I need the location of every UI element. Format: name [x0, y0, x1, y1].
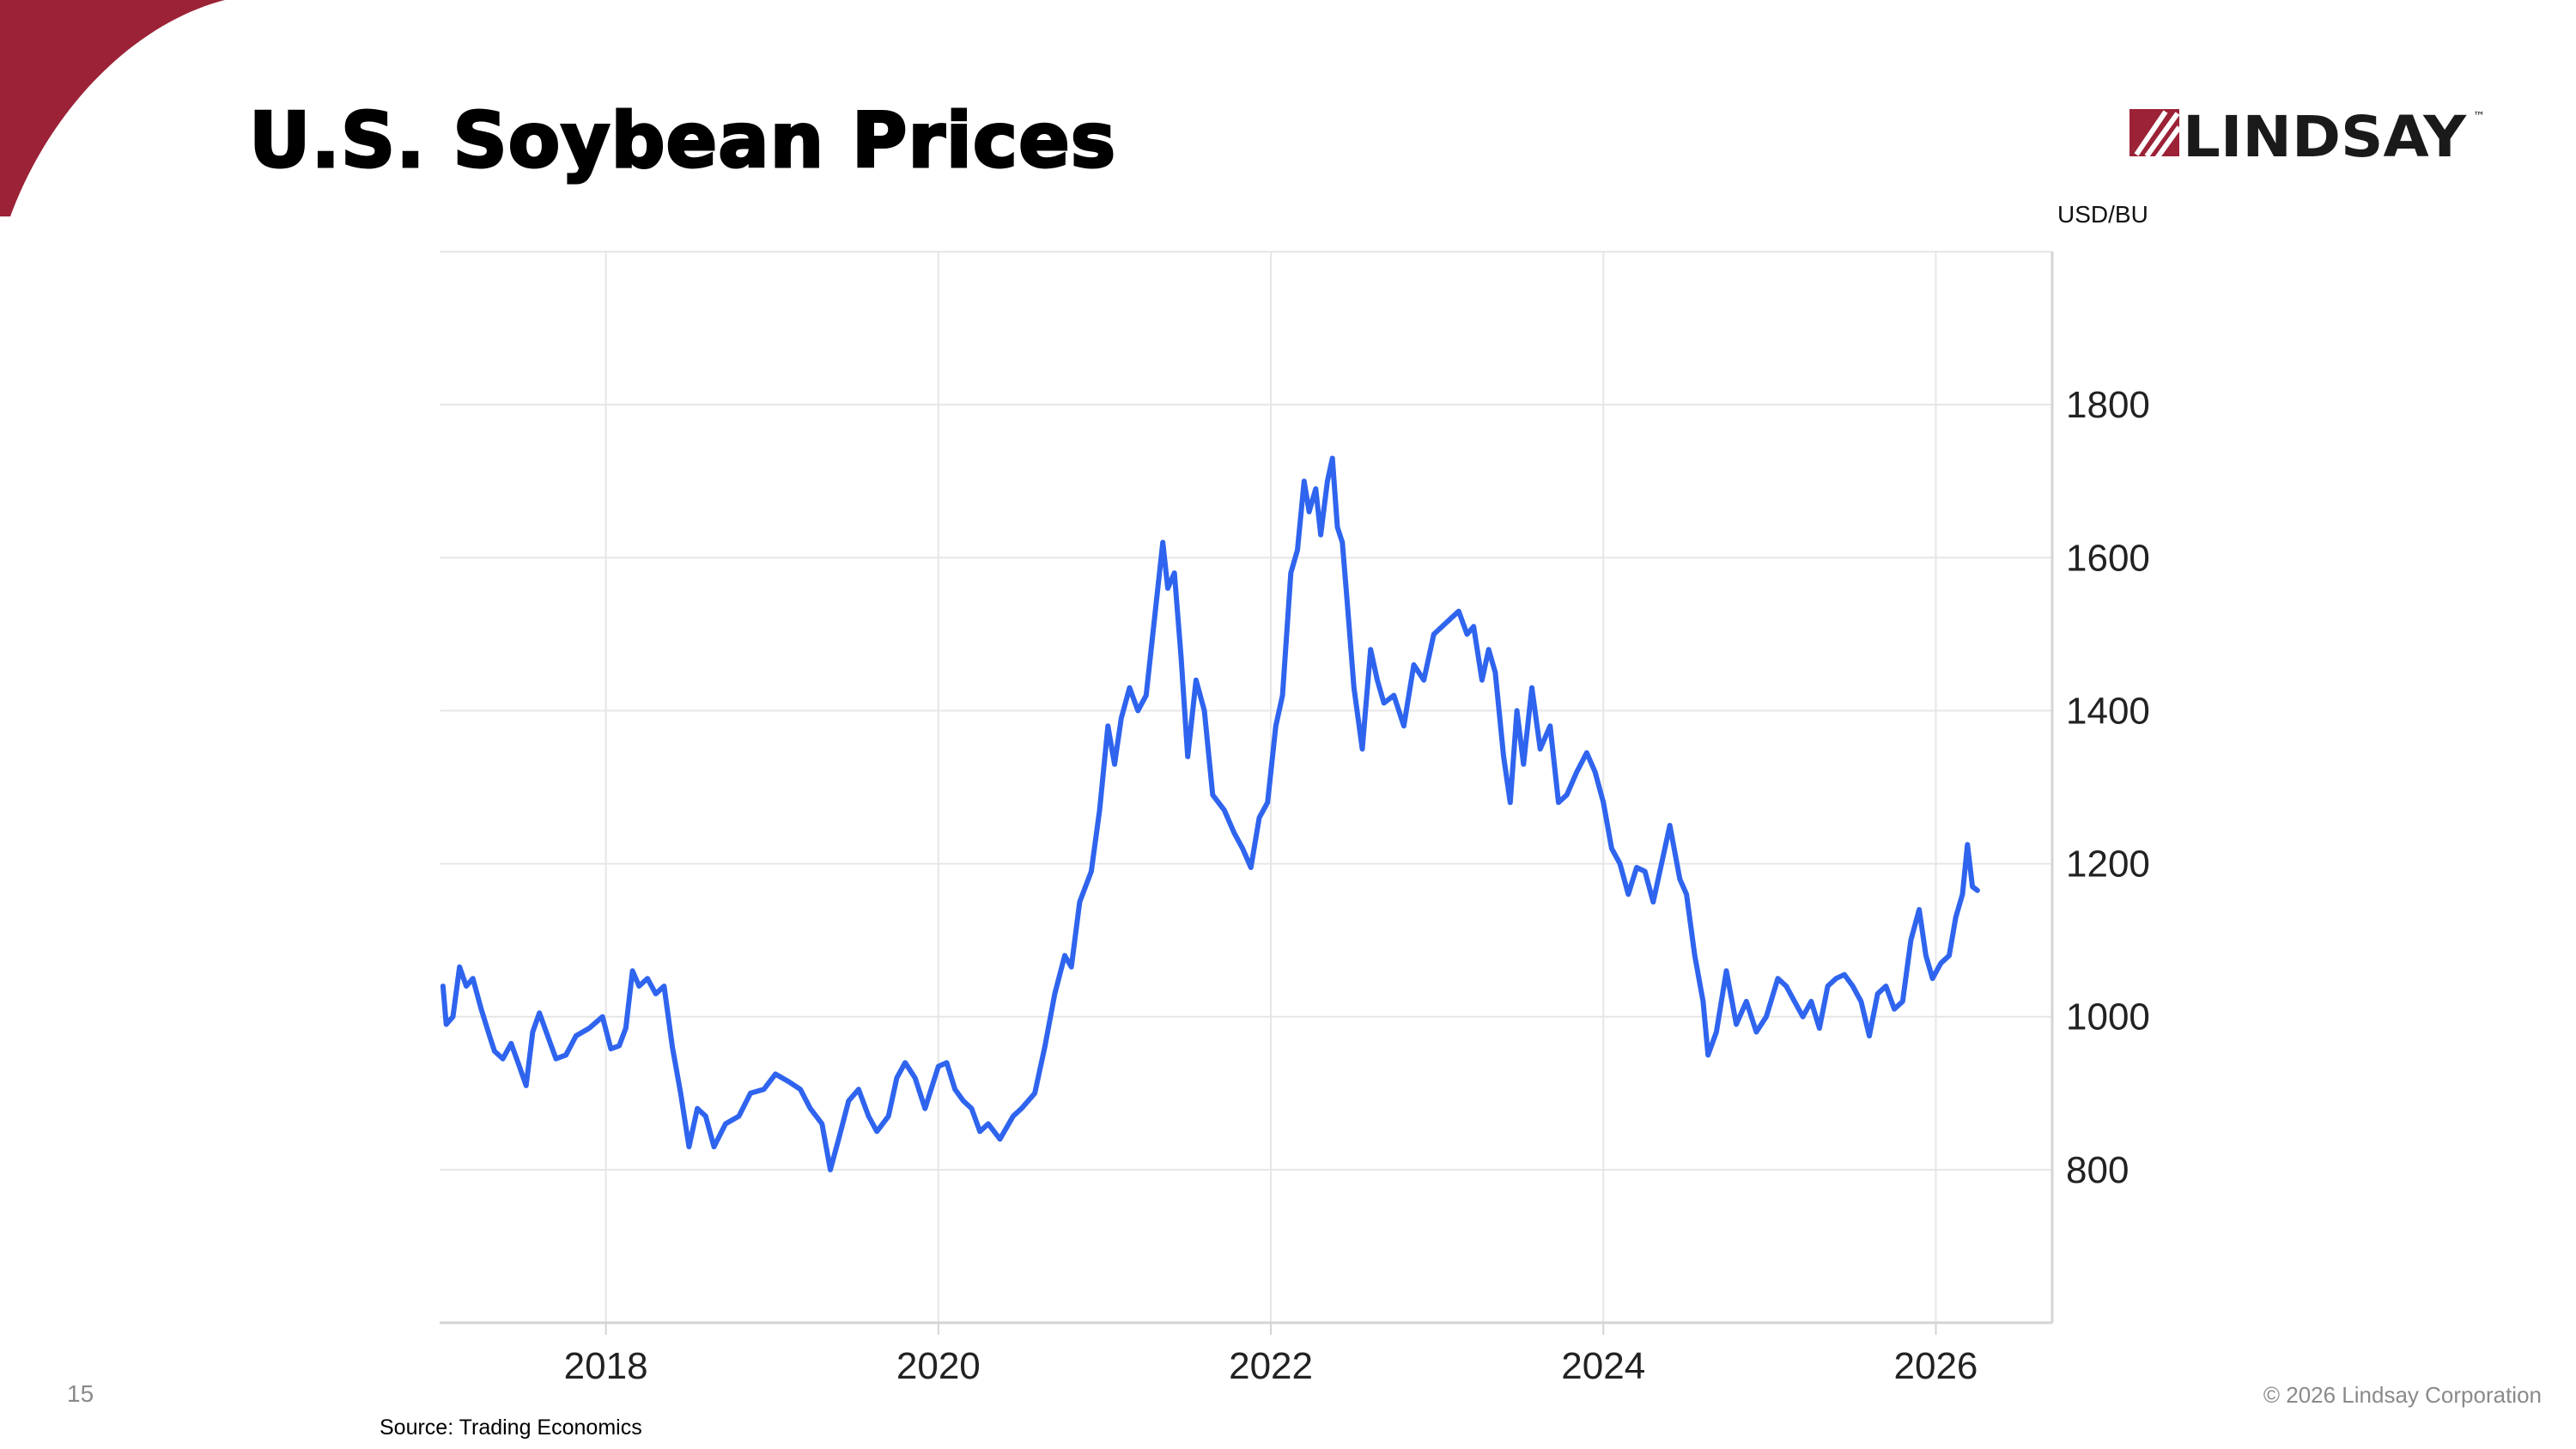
y-tick-label: 1800	[2066, 384, 2150, 426]
source-note: Source: Trading Economics	[380, 1416, 642, 1440]
copyright-notice: © 2026 Lindsay Corporation	[2263, 1382, 2542, 1408]
x-tick-label: 2018	[564, 1345, 648, 1387]
corner-swoosh	[0, 0, 225, 216]
x-tick-label: 2020	[896, 1345, 981, 1387]
logo-trademark: ™	[2473, 110, 2485, 124]
lindsay-logo: LINDSAY ™	[2129, 104, 2507, 170]
logo-wordmark: LINDSAY	[2183, 105, 2467, 165]
page-number: 15	[67, 1380, 94, 1407]
y-tick-label: 1400	[2066, 690, 2150, 732]
y-tick-label: 1200	[2066, 843, 2150, 886]
label-layer: 800 1000 1200 1400 1600 1800 2018 2020 2022 2024 2…	[564, 384, 2150, 1387]
x-tick-label: 2026	[1894, 1345, 1978, 1387]
axis-layer	[440, 251, 2054, 1335]
grid-layer	[440, 252, 2052, 1323]
y-tick-label: 1600	[2066, 537, 2150, 579]
x-tick-label: 2022	[1229, 1345, 1313, 1387]
y-axis-unit-label: USD/BU	[2057, 201, 2148, 228]
series-layer	[440, 455, 1980, 1172]
slide-title: U.S. Soybean Prices	[247, 95, 1117, 186]
y-tick-label: 800	[2066, 1149, 2129, 1191]
x-tick-label: 2024	[1561, 1345, 1645, 1387]
logo-mark-icon	[2129, 109, 2182, 160]
soybean-price-line	[440, 455, 1980, 1172]
y-tick-label: 1000	[2066, 996, 2150, 1038]
